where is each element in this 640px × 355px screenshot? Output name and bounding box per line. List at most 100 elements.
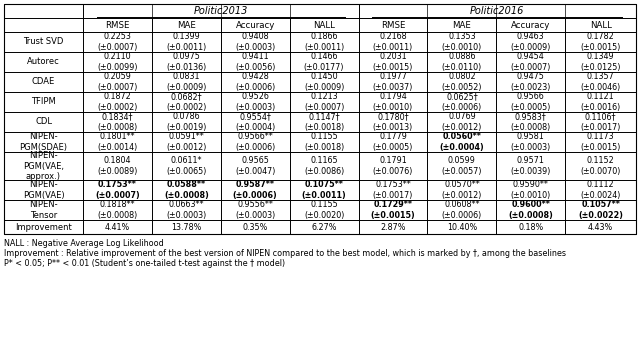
Text: 0.1801**
(±0.0014): 0.1801** (±0.0014) [97,132,138,152]
Bar [428,220,497,234]
Bar [358,112,428,132]
Text: 0.2110
(±0.0099): 0.2110 (±0.0099) [97,52,138,72]
Bar [83,152,152,180]
Bar [428,52,497,72]
Text: 0.0663**
(±0.0003): 0.0663** (±0.0003) [166,200,207,220]
Bar [152,152,221,180]
Text: 0.1112
(±0.0024): 0.1112 (±0.0024) [580,180,621,200]
Text: CDAE: CDAE [32,77,55,87]
Text: 0.9566
(±0.0005): 0.9566 (±0.0005) [511,92,551,112]
Text: Politic2016: Politic2016 [470,6,524,16]
Bar [497,152,565,180]
Text: 0.1213
(±0.0007): 0.1213 (±0.0007) [304,92,344,112]
Bar [565,220,636,234]
Bar [358,72,428,92]
Text: 0.9590**
(±0.0010): 0.9590** (±0.0010) [511,180,551,200]
Bar [497,132,565,152]
Text: 0.0611*
(±0.0065): 0.0611* (±0.0065) [166,156,207,176]
Bar [428,32,497,52]
Bar [152,180,221,200]
Bar [497,180,565,200]
Bar [4,132,83,152]
Bar [4,180,83,200]
Text: 0.1357
(±0.0046): 0.1357 (±0.0046) [580,72,621,92]
Text: 0.0608**
(±0.0006): 0.0608** (±0.0006) [442,200,482,220]
Text: 0.1753**
(±0.0007): 0.1753** (±0.0007) [95,180,140,200]
Bar [4,200,83,220]
Bar [428,180,497,200]
Text: 0.2031
(±0.0015): 0.2031 (±0.0015) [373,52,413,72]
Bar [358,92,428,112]
Text: NALL: NALL [589,21,612,29]
Bar [4,4,83,18]
Text: 0.35%: 0.35% [243,223,268,231]
Text: TFIPM: TFIPM [31,98,56,106]
Text: 0.1165
(±0.0086): 0.1165 (±0.0086) [304,156,344,176]
Bar [565,72,636,92]
Bar [497,220,565,234]
Bar [221,220,290,234]
Bar [290,18,358,32]
Text: MAE: MAE [452,21,471,29]
Bar [497,200,565,220]
Text: 0.0975
(±0.0136): 0.0975 (±0.0136) [166,52,207,72]
Bar [358,152,428,180]
Text: Improvement: Improvement [15,223,72,231]
Bar [358,220,428,234]
Bar [4,32,83,52]
Bar [221,132,290,152]
Text: 0.1450
(±0.0009): 0.1450 (±0.0009) [304,72,344,92]
Text: 0.0588**
(±0.0008): 0.0588** (±0.0008) [164,180,209,200]
Bar [4,152,83,180]
Bar [152,92,221,112]
Text: RMSE: RMSE [381,21,405,29]
Text: 0.1075**
(±0.0011): 0.1075** (±0.0011) [301,180,346,200]
Bar [565,200,636,220]
Bar [221,18,290,32]
Text: 0.1794
(±0.0010): 0.1794 (±0.0010) [373,92,413,112]
Bar [221,112,290,132]
Bar [83,112,152,132]
Bar [290,200,358,220]
Bar [4,52,83,72]
Text: 0.9583†
(±0.0008): 0.9583† (±0.0008) [511,112,551,132]
Bar [83,18,152,32]
Text: 0.9566**
(±0.0006): 0.9566** (±0.0006) [235,132,275,152]
Bar [428,152,497,180]
Bar [83,52,152,72]
Text: 0.1753**
(±0.0017): 0.1753** (±0.0017) [373,180,413,200]
Text: 0.9581
(±0.0003): 0.9581 (±0.0003) [511,132,551,152]
Text: 0.0625†
(±0.0006): 0.0625† (±0.0006) [442,92,482,112]
Text: 0.1353
(±0.0010): 0.1353 (±0.0010) [442,32,482,52]
Text: 0.0802
(±0.0052): 0.0802 (±0.0052) [442,72,482,92]
Text: 0.9454
(±0.0007): 0.9454 (±0.0007) [511,52,551,72]
Text: 0.9428
(±0.0006): 0.9428 (±0.0006) [235,72,275,92]
Bar [152,132,221,152]
Text: CDL: CDL [35,118,52,126]
Bar [290,180,358,200]
Bar [428,72,497,92]
Text: 6.27%: 6.27% [311,223,337,231]
Text: 0.9554†
(±0.0004): 0.9554† (±0.0004) [235,112,275,132]
Text: 0.1866
(±0.0011): 0.1866 (±0.0011) [304,32,344,52]
Text: 0.0786
(±0.0019): 0.0786 (±0.0019) [166,112,207,132]
Text: Trust SVD: Trust SVD [23,38,64,47]
Bar [221,72,290,92]
Text: 0.9565
(±0.0047): 0.9565 (±0.0047) [235,156,275,176]
Text: NALL : Negative Average Log Likelihood: NALL : Negative Average Log Likelihood [4,239,164,248]
Bar [358,200,428,220]
Bar [428,92,497,112]
Bar [497,32,565,52]
Text: 0.18%: 0.18% [518,223,543,231]
Text: 0.9556**
(±0.0003): 0.9556** (±0.0003) [235,200,275,220]
Text: Accuracy: Accuracy [236,21,275,29]
Text: 0.9411
(±0.0056): 0.9411 (±0.0056) [235,52,275,72]
Text: 0.2253
(±0.0007): 0.2253 (±0.0007) [97,32,138,52]
Bar [428,18,497,32]
Bar [565,92,636,112]
Text: Autorec: Autorec [27,58,60,66]
Text: 0.1057**
(±0.0022): 0.1057** (±0.0022) [578,200,623,220]
Text: 0.1779
(±0.0005): 0.1779 (±0.0005) [373,132,413,152]
Bar [221,92,290,112]
Text: 2.87%: 2.87% [380,223,406,231]
